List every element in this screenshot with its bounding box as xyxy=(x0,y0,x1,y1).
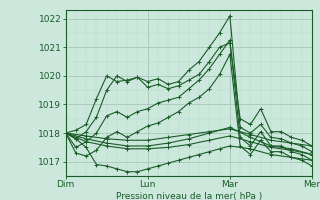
X-axis label: Pression niveau de la mer( hPa ): Pression niveau de la mer( hPa ) xyxy=(116,192,262,200)
